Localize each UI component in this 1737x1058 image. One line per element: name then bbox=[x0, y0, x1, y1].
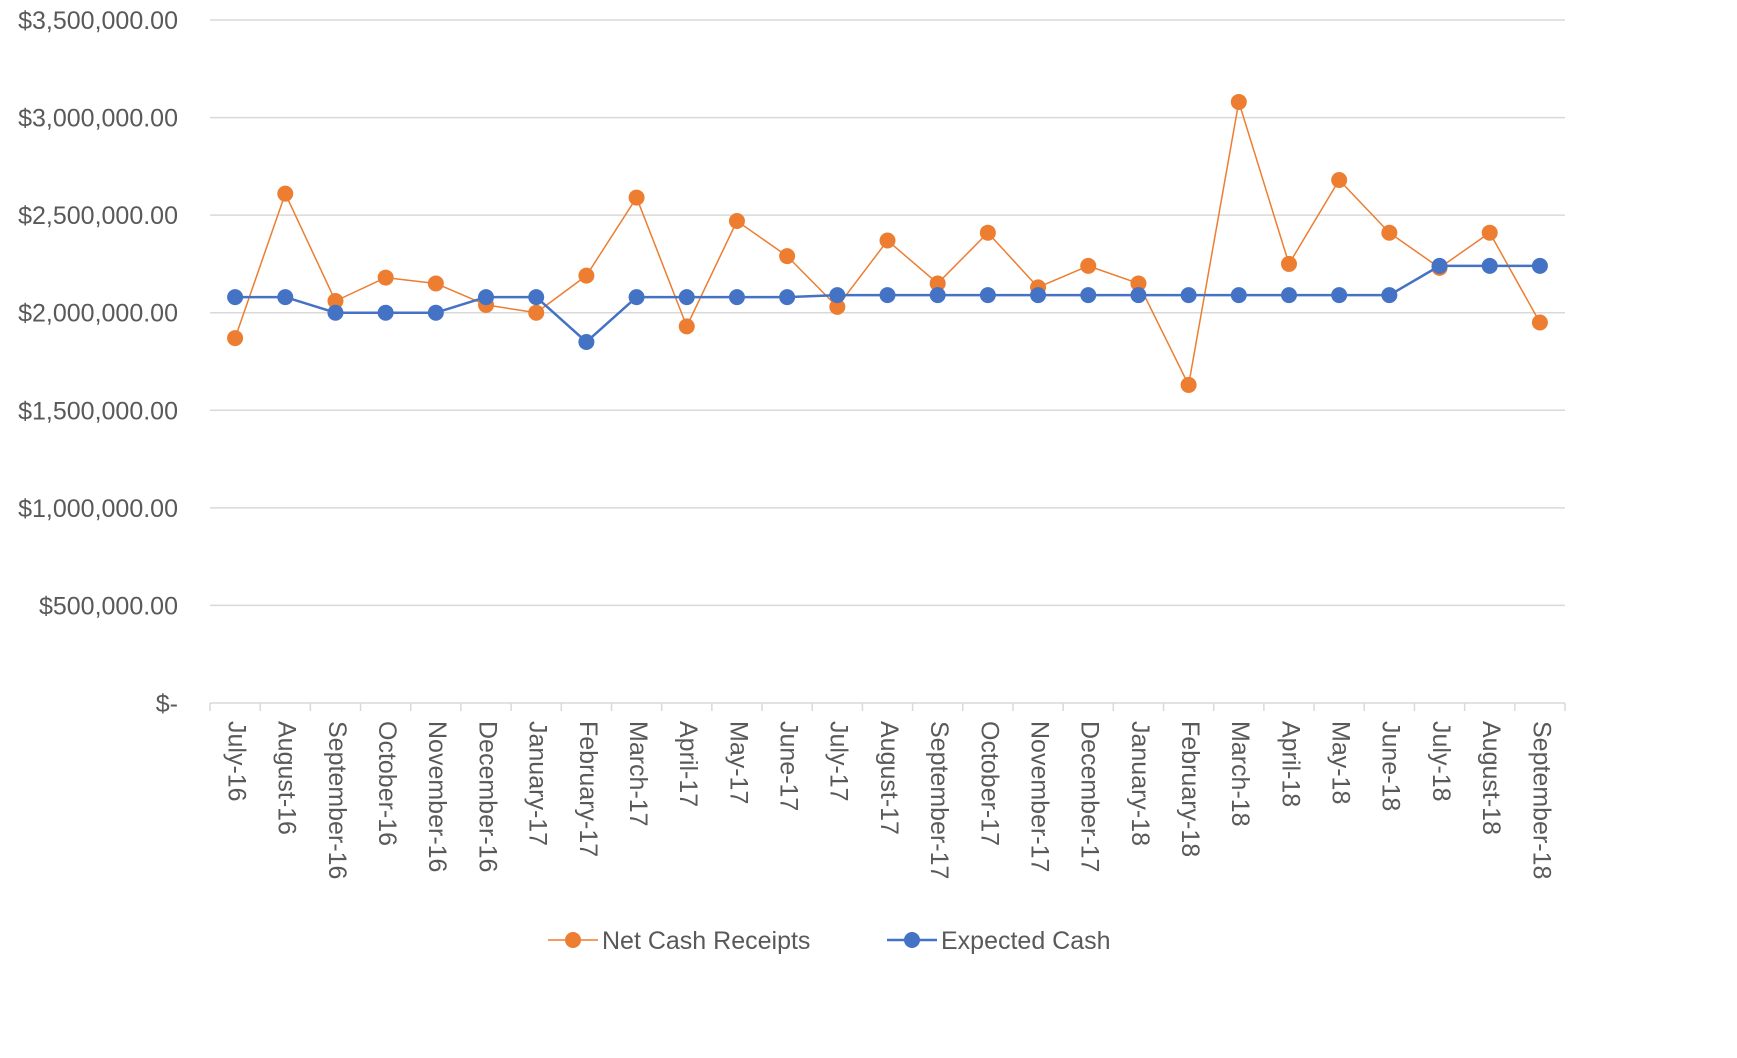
data-point bbox=[829, 287, 846, 304]
data-point bbox=[1230, 93, 1247, 110]
data-point bbox=[879, 287, 896, 304]
legend-entry: Net Cash Receipts bbox=[548, 927, 810, 955]
legend: Net Cash Receipts Expected Cash bbox=[548, 927, 1111, 955]
legend-label: Net Cash Receipts bbox=[602, 927, 810, 955]
data-point bbox=[979, 287, 996, 304]
data-point bbox=[1280, 287, 1297, 304]
x-tick-label: October-17 bbox=[975, 721, 1003, 846]
x-tick-label: January-17 bbox=[524, 721, 552, 846]
data-point bbox=[1481, 224, 1498, 241]
x-tick-label: August-17 bbox=[875, 721, 903, 835]
x-tick-label: November-16 bbox=[423, 721, 451, 872]
x-tick-label: November-17 bbox=[1025, 721, 1053, 872]
x-tick-label: April-18 bbox=[1276, 721, 1304, 807]
x-tick-label: July-17 bbox=[825, 721, 853, 802]
data-point bbox=[1280, 255, 1297, 272]
series-net-cash-receipts bbox=[227, 93, 1548, 393]
y-tick-label: $3,000,000.00 bbox=[18, 105, 178, 133]
data-point bbox=[879, 232, 896, 249]
y-tick-label: $1,000,000.00 bbox=[18, 495, 178, 523]
data-point bbox=[528, 304, 545, 321]
y-tick-label: $- bbox=[156, 690, 178, 718]
data-point bbox=[628, 289, 645, 306]
x-tick-label: May-17 bbox=[724, 721, 752, 804]
data-point bbox=[1130, 275, 1147, 292]
data-point bbox=[1180, 287, 1197, 304]
data-point bbox=[779, 248, 796, 265]
data-point bbox=[277, 289, 294, 306]
x-tick-label: July-18 bbox=[1427, 721, 1455, 802]
data-point bbox=[1080, 257, 1097, 274]
y-tick-label: $1,500,000.00 bbox=[18, 397, 178, 425]
y-tick-label: $2,000,000.00 bbox=[18, 300, 178, 328]
x-tick-label: February-17 bbox=[574, 721, 602, 857]
data-point bbox=[979, 224, 996, 241]
data-point bbox=[327, 293, 344, 310]
data-point bbox=[1130, 287, 1147, 304]
data-point bbox=[377, 269, 394, 286]
y-tick-label: $3,500,000.00 bbox=[18, 7, 178, 35]
data-point bbox=[327, 304, 344, 321]
data-point bbox=[1431, 257, 1448, 274]
axes: $- $500,000.00 $1,000,000.00 $1,500,000.00 $… bbox=[18, 7, 1566, 879]
series-expected-cash bbox=[227, 257, 1548, 350]
data-point bbox=[1381, 287, 1398, 304]
y-tick-label: $500,000.00 bbox=[39, 592, 178, 620]
x-tick-label: October-16 bbox=[373, 721, 401, 846]
x-tick-label: August-18 bbox=[1477, 721, 1505, 835]
x-tick-label: January-18 bbox=[1126, 721, 1154, 846]
x-tick-label: March-18 bbox=[1226, 721, 1254, 827]
data-point bbox=[427, 275, 444, 292]
data-point bbox=[1230, 287, 1247, 304]
data-point bbox=[578, 267, 595, 284]
x-tick-label: May-18 bbox=[1327, 721, 1355, 804]
data-point bbox=[829, 298, 846, 315]
x-tick-label: August-16 bbox=[273, 721, 301, 835]
legend-entry: Expected Cash bbox=[887, 927, 1111, 955]
x-tick-label: September-18 bbox=[1527, 721, 1555, 879]
data-point bbox=[227, 289, 244, 306]
data-point bbox=[1030, 287, 1047, 304]
data-point bbox=[478, 289, 495, 306]
legend-marker bbox=[565, 932, 581, 948]
data-point bbox=[1531, 314, 1548, 331]
data-point bbox=[779, 289, 796, 306]
data-point bbox=[1381, 224, 1398, 241]
legend-marker bbox=[904, 932, 920, 948]
data-point bbox=[678, 318, 695, 335]
data-point bbox=[1331, 172, 1348, 189]
data-point bbox=[1481, 257, 1498, 274]
x-tick-label: June-18 bbox=[1377, 721, 1405, 811]
x-tick-label: February-18 bbox=[1176, 721, 1204, 857]
data-point bbox=[528, 289, 545, 306]
data-point bbox=[277, 185, 294, 202]
data-point bbox=[678, 289, 695, 306]
data-point bbox=[628, 189, 645, 206]
data-point bbox=[929, 275, 946, 292]
x-tick-label: July-16 bbox=[222, 721, 250, 802]
data-point bbox=[377, 304, 394, 321]
data-point bbox=[1531, 257, 1548, 274]
x-tick-label: December-17 bbox=[1076, 721, 1104, 872]
data-point bbox=[578, 333, 595, 350]
data-point bbox=[728, 289, 745, 306]
x-tick-label: April-17 bbox=[674, 721, 702, 807]
x-tick-label: March-17 bbox=[624, 721, 652, 827]
data-point bbox=[1331, 287, 1348, 304]
x-tick-label: December-16 bbox=[473, 721, 501, 872]
data-point bbox=[929, 287, 946, 304]
x-tick-label: September-17 bbox=[925, 721, 953, 879]
data-point bbox=[1080, 287, 1097, 304]
data-point bbox=[1180, 376, 1197, 393]
y-tick-label: $2,500,000.00 bbox=[18, 202, 178, 230]
data-point bbox=[227, 330, 244, 347]
data-point bbox=[728, 212, 745, 229]
x-tick-label: June-17 bbox=[775, 721, 803, 811]
x-tick-label: September-16 bbox=[323, 721, 351, 879]
series-layer bbox=[227, 93, 1548, 393]
legend-label: Expected Cash bbox=[941, 927, 1111, 955]
data-point bbox=[427, 304, 444, 321]
